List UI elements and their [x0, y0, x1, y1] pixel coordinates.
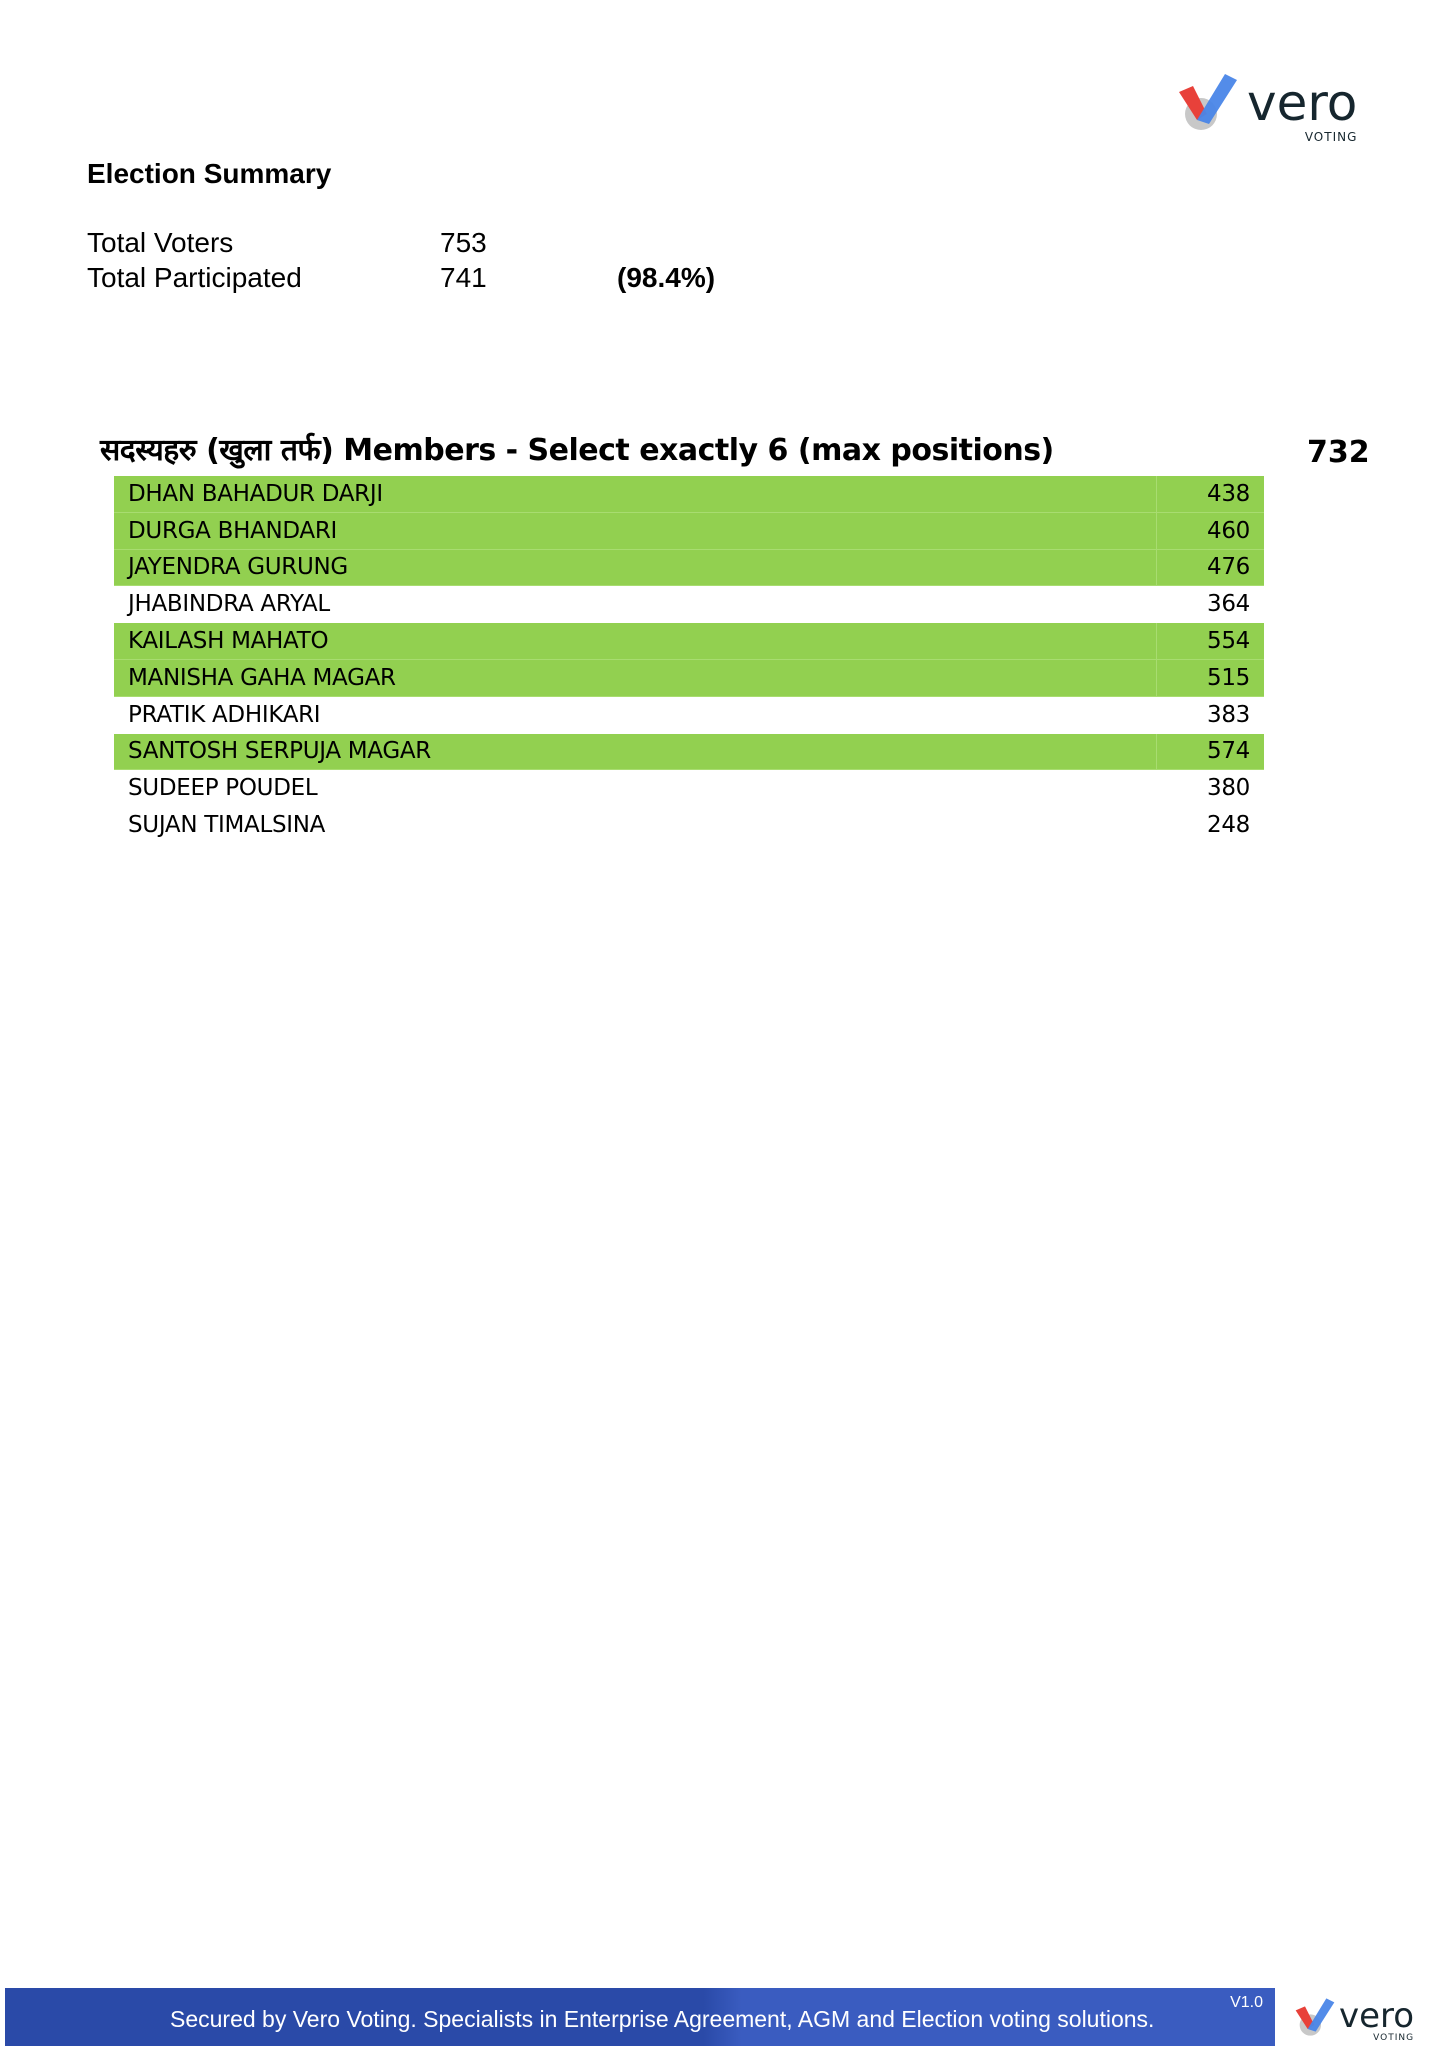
footer-text: Secured by Vero Voting. Specialists in E…	[170, 2006, 1155, 2032]
candidate-votes: 383	[1207, 701, 1250, 728]
participation-percent: (98.4%)	[617, 262, 716, 293]
candidate-votes: 460	[1156, 512, 1264, 549]
candidate-row: SANTOSH SERPUJA MAGAR 574	[114, 733, 1264, 771]
logo-tagline: VOTING	[1304, 130, 1358, 144]
logo-tagline: VOTING	[1373, 2033, 1415, 2043]
summary-title: Election Summary	[87, 158, 332, 189]
candidate-row: DHAN BAHADUR DARJI 438	[114, 476, 1264, 513]
candidate-row: DURGA BHANDARI 460	[114, 512, 1264, 550]
checkmark-logo-icon	[1295, 1998, 1335, 2036]
candidate-votes: 476	[1156, 549, 1264, 586]
vero-logo: vero VOTING	[1175, 70, 1357, 144]
candidate-name: KAILASH MAHATO	[128, 628, 329, 655]
section-title: सदस्यहरु (खुला तर्फ) Members - Select ex…	[100, 433, 1054, 468]
logo-wordmark: vero	[1247, 74, 1358, 132]
candidate-row: JAYENDRA GURUNG 476	[114, 549, 1264, 587]
candidate-row: SUDEEP POUDEL 380	[114, 770, 1264, 807]
candidate-name: MANISHA GAHA MAGAR	[128, 664, 396, 691]
candidate-votes: 248	[1207, 812, 1250, 839]
total-participated-label: Total Participated	[87, 262, 302, 293]
version-label: V1.0	[1230, 1994, 1263, 2011]
candidate-votes: 438	[1156, 476, 1264, 512]
candidate-votes: 554	[1156, 623, 1264, 659]
results-table: DHAN BAHADUR DARJI 438 DURGA BHANDARI 460 JA…	[114, 476, 1264, 844]
candidate-row: MANISHA GAHA MAGAR 515	[114, 659, 1264, 697]
section-total: 732	[1307, 435, 1370, 470]
footer-banner: Secured by Vero Voting. Specialists in E…	[5, 1988, 1275, 2046]
footer-vero-logo: vero VOTING	[1293, 1995, 1414, 2043]
candidate-row: JHABINDRA ARYAL 364	[114, 586, 1264, 623]
total-participated-value: 741	[440, 262, 487, 293]
candidate-votes: 380	[1207, 775, 1250, 802]
candidate-name: SUJAN TIMALSINA	[128, 812, 326, 839]
candidate-name: PRATIK ADHIKARI	[128, 701, 321, 728]
candidate-name: DHAN BAHADUR DARJI	[128, 480, 383, 507]
candidate-votes: 515	[1156, 659, 1264, 696]
checkmark-logo-icon	[1179, 74, 1237, 130]
candidate-row: PRATIK ADHIKARI 383	[114, 697, 1264, 734]
candidate-name: JHABINDRA ARYAL	[128, 591, 330, 618]
logo-wordmark: vero	[1339, 1996, 1415, 2036]
candidate-name: DURGA BHANDARI	[128, 517, 338, 544]
candidate-name: SANTOSH SERPUJA MAGAR	[128, 738, 431, 765]
total-voters-value: 753	[440, 227, 487, 258]
candidate-row: SUJAN TIMALSINA 248	[114, 807, 1264, 844]
candidate-votes: 574	[1156, 733, 1264, 770]
candidate-row: KAILASH MAHATO 554	[114, 623, 1264, 660]
total-voters-label: Total Voters	[87, 227, 234, 258]
candidate-name: JAYENDRA GURUNG	[128, 554, 348, 581]
candidate-name: SUDEEP POUDEL	[128, 775, 318, 802]
candidate-votes: 364	[1207, 591, 1250, 618]
